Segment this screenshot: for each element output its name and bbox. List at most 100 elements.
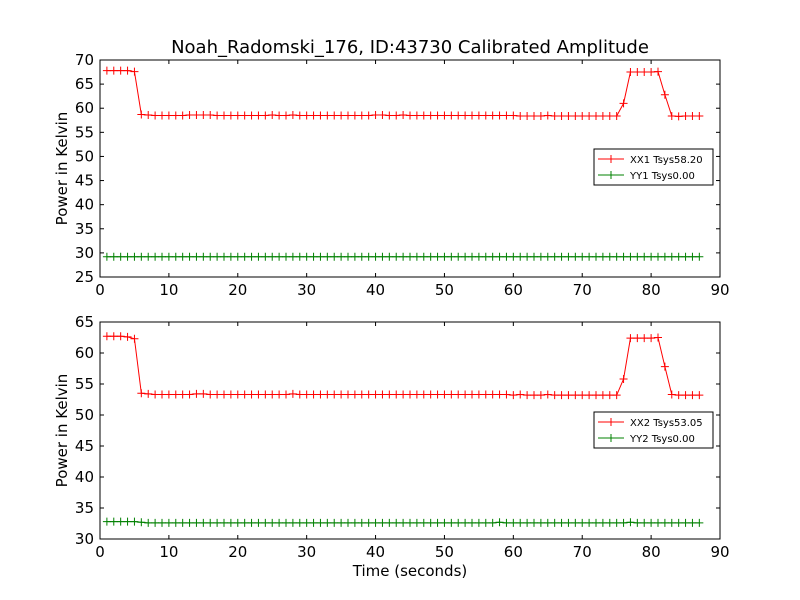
figure-title: Noah_Radomski_176, ID:43730 Calibrated A… <box>171 37 649 58</box>
x-tick-label: 0 <box>95 543 105 561</box>
data-point-marker <box>158 390 166 399</box>
legend-marker <box>607 418 615 426</box>
data-point-marker <box>309 390 318 399</box>
data-point-marker <box>282 252 290 261</box>
data-point-marker <box>316 390 325 399</box>
data-point-marker <box>426 390 435 399</box>
data-point-marker <box>364 518 373 527</box>
data-point-marker <box>344 390 352 399</box>
data-point-marker <box>530 111 538 120</box>
data-point-marker <box>109 252 118 261</box>
data-point-marker <box>357 390 366 399</box>
data-point-marker <box>337 252 346 261</box>
data-point-marker <box>213 390 222 399</box>
y-tick-label: 30 <box>75 530 94 548</box>
data-point-marker <box>226 390 235 399</box>
data-point-marker <box>323 252 332 261</box>
data-point-marker <box>185 252 194 261</box>
data-point-marker <box>350 390 359 399</box>
data-point-marker <box>371 390 380 399</box>
data-point-marker <box>681 252 690 261</box>
data-point-marker <box>123 517 132 526</box>
data-point-marker <box>412 111 421 120</box>
data-point-marker <box>282 518 290 527</box>
data-point-marker <box>206 110 215 119</box>
y-tick-label: 40 <box>75 196 94 214</box>
x-tick-label: 70 <box>573 281 592 299</box>
data-point-marker <box>536 391 545 400</box>
data-point-marker <box>199 389 208 398</box>
data-point-marker <box>440 518 449 527</box>
data-point-marker <box>674 518 683 527</box>
data-point-marker <box>681 518 690 527</box>
data-point-marker <box>647 518 656 527</box>
data-point-marker <box>495 518 504 527</box>
data-point-marker <box>178 252 187 261</box>
data-point-marker <box>268 252 277 261</box>
data-point-marker <box>557 111 566 120</box>
data-point-marker <box>502 252 511 261</box>
y-tick-label: 60 <box>75 344 94 362</box>
data-point-marker <box>433 252 442 261</box>
data-point-marker <box>164 111 173 120</box>
data-point-marker <box>660 252 669 261</box>
data-point-marker <box>619 375 628 384</box>
data-point-marker <box>660 518 669 527</box>
data-point-marker <box>523 518 532 527</box>
y-tick-label: 45 <box>75 172 94 190</box>
data-point-marker <box>350 518 359 527</box>
data-point-marker <box>323 111 332 120</box>
data-point-marker <box>171 518 180 527</box>
data-point-marker <box>385 390 394 399</box>
data-point-marker <box>667 518 676 527</box>
data-point-marker <box>502 390 511 399</box>
data-point-marker <box>130 67 139 76</box>
data-point-marker <box>295 390 304 399</box>
data-point-marker <box>564 391 573 400</box>
data-point-marker <box>295 111 304 120</box>
data-point-marker <box>654 67 662 76</box>
data-point-marker <box>171 252 180 261</box>
data-point-marker <box>598 391 607 400</box>
data-point-marker <box>523 111 532 120</box>
data-point-marker <box>419 111 428 120</box>
data-point-marker <box>626 518 635 527</box>
data-point-marker <box>640 518 649 527</box>
data-point-marker <box>516 111 525 120</box>
y-tick-label: 50 <box>75 147 94 165</box>
data-point-marker <box>171 111 180 120</box>
data-point-marker <box>626 252 635 261</box>
data-point-marker <box>488 390 497 399</box>
data-point-marker <box>130 517 139 526</box>
data-point-marker <box>295 252 304 261</box>
data-point-marker <box>695 391 704 400</box>
data-point-marker <box>337 390 346 399</box>
data-point-marker <box>626 68 635 77</box>
data-point-marker <box>474 111 483 120</box>
data-point-marker <box>392 252 401 261</box>
data-point-marker <box>220 111 228 120</box>
data-point-marker <box>330 390 339 399</box>
data-point-marker <box>357 111 366 120</box>
data-point-marker <box>344 111 352 120</box>
x-tick-label: 30 <box>297 281 316 299</box>
x-tick-label: 80 <box>642 543 661 561</box>
data-point-marker <box>268 518 277 527</box>
data-point-marker <box>220 390 228 399</box>
data-point-marker <box>502 518 511 527</box>
data-point-marker <box>454 252 463 261</box>
data-point-marker <box>667 252 676 261</box>
data-point-marker <box>454 111 463 120</box>
data-point-marker <box>509 111 518 120</box>
data-point-marker <box>309 252 318 261</box>
data-point-marker <box>302 518 311 527</box>
data-point-marker <box>137 110 146 119</box>
data-point-marker <box>468 252 476 261</box>
data-point-marker <box>240 390 249 399</box>
legend-entry: XX1 Tsys58.20 <box>630 155 703 166</box>
data-point-marker <box>440 252 449 261</box>
data-point-marker <box>185 110 194 119</box>
data-point-marker <box>660 90 669 99</box>
data-point-marker <box>543 252 552 261</box>
data-point-marker <box>275 111 284 120</box>
